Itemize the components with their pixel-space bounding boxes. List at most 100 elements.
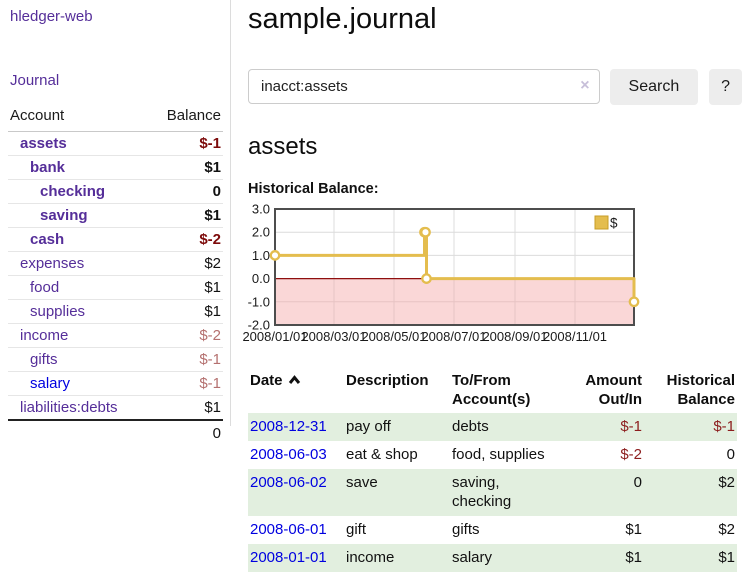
account-link-liabilities-debts[interactable]: liabilities:debts [20, 399, 118, 416]
transaction-date-link[interactable]: 2008-12-31 [250, 418, 327, 435]
account-balance: $1 [149, 275, 223, 300]
register-balance-cell: $2 [718, 521, 735, 538]
transaction-date-link[interactable]: 2008-01-01 [250, 549, 327, 566]
register-date-cell: 2008-06-01 [248, 516, 344, 544]
account-link-bank[interactable]: bank [30, 159, 66, 176]
svg-text:1.0: 1.0 [252, 248, 270, 263]
register-header-accounts: To/From Account(s) [452, 372, 531, 408]
account-balance: $1 [149, 299, 223, 324]
accounts-total-value: 0 [149, 419, 223, 445]
account-balance: $-2 [149, 323, 223, 348]
account-link-assets[interactable]: assets [20, 135, 67, 152]
account-link-supplies[interactable]: supplies [30, 303, 86, 320]
help-button[interactable]: ? [709, 69, 742, 105]
legend-label: $ [610, 216, 618, 231]
register-description-cell: gift [346, 521, 367, 538]
accounts-total-row: 0 [8, 419, 223, 445]
register-accounts-cell: debts [452, 418, 489, 435]
account-name-cell: supplies [8, 299, 150, 324]
account-row: expenses $2 [8, 251, 223, 276]
historical-balance-chart: 3.0 2.0 1.0 0.0 -1.0 -2.02008/01/012008/03/01… [242, 202, 640, 345]
register-description-cell: income [346, 549, 395, 566]
account-link-income[interactable]: income [20, 327, 69, 344]
register-amount-cell: $-2 [620, 446, 642, 463]
account-balance: $-1 [149, 131, 223, 156]
register-accounts-cell: saving, checking [452, 474, 512, 510]
account-name-cell: assets [8, 131, 150, 156]
svg-text:0.0: 0.0 [252, 271, 270, 286]
register-row: 2008-06-01 gift gifts $1 $2 [248, 516, 737, 544]
account-name-cell: checking [8, 179, 150, 204]
clear-search-icon[interactable]: × [580, 77, 590, 94]
search-input[interactable] [248, 69, 600, 104]
accounts-table-header: Account Balance [8, 103, 223, 132]
search-button[interactable]: Search [609, 69, 699, 105]
account-row: liabilities:debts $1 [8, 395, 223, 421]
account-name-cell: saving [8, 203, 150, 228]
chart-data-markers [269, 226, 640, 308]
search-box: × [248, 69, 600, 105]
main-content: sample.journal × Search ? assets Histori… [242, 0, 742, 572]
account-row: bank $1 [8, 155, 223, 180]
register-amount-cell: $-1 [620, 418, 642, 435]
account-balance: $1 [149, 203, 223, 228]
svg-text:2008/09/01: 2008/09/01 [482, 329, 547, 344]
account-name-cell: bank [8, 155, 150, 180]
sort-ascending-icon [288, 371, 301, 390]
accounts-table-body: assets $-1 bank $1 checking 0 saving $1 cash $-2 e… [8, 131, 223, 421]
transaction-date-link[interactable]: 2008-06-01 [250, 521, 327, 538]
svg-text:2008/07/01: 2008/07/01 [421, 329, 486, 344]
sidebar: hledger-web Journal Account Balance asse… [0, 0, 231, 445]
sidebar-item-journal[interactable]: Journal [10, 72, 60, 89]
account-link-salary[interactable]: salary [30, 375, 71, 392]
register-row: 2008-01-01 income salary $1 $1 [248, 544, 737, 572]
register-row: 2008-06-03 eat & shop food, supplies $-2 0 [248, 441, 737, 469]
register-description-cell: pay off [346, 418, 391, 435]
register-accounts-cell: salary [452, 549, 493, 566]
svg-text:2008/03/01: 2008/03/01 [301, 329, 366, 344]
register-balance-cell: $1 [718, 549, 735, 566]
account-balance: $-1 [149, 371, 223, 396]
account-heading: assets [248, 133, 318, 160]
transaction-date-link[interactable]: 2008-06-02 [250, 474, 327, 491]
chart-axis-labels: 3.0 2.0 1.0 0.0 -1.0 -2.02008/01/012008/03/01… [242, 202, 607, 345]
account-link-food[interactable]: food [30, 279, 60, 296]
account-link-checking[interactable]: checking [40, 183, 106, 200]
account-name-cell: income [8, 323, 150, 348]
account-balance: $1 [149, 395, 223, 421]
register-header-date[interactable]: Date [248, 369, 344, 413]
app-brand-link[interactable]: hledger-web [10, 8, 93, 25]
svg-text:2008/01/01: 2008/01/01 [242, 329, 307, 344]
account-row: assets $-1 [8, 131, 223, 156]
account-balance: $-2 [149, 227, 223, 252]
account-name-cell: cash [8, 227, 150, 252]
account-row: gifts $-1 [8, 347, 223, 372]
register-table-body: 2008-12-31 pay off debts $-1 $-1 2008-06-03 ea… [248, 413, 737, 572]
svg-text:2008/11/01: 2008/11/01 [543, 329, 607, 344]
svg-text:-2.0: -2.0 [248, 318, 270, 333]
register-date-cell: 2008-12-31 [248, 413, 344, 441]
register-amount-cell: $1 [625, 521, 642, 538]
accounts-total-spacer [8, 419, 150, 445]
account-balance: $1 [149, 155, 223, 180]
register-date-cell: 2008-06-02 [248, 469, 344, 516]
account-link-expenses[interactable]: expenses [20, 255, 85, 272]
account-link-cash[interactable]: cash [30, 231, 65, 248]
account-row: checking 0 [8, 179, 223, 204]
account-name-cell: salary [8, 371, 150, 396]
register-header-amount: Amount Out/In [585, 372, 642, 408]
register-accounts-cell: gifts [452, 521, 480, 538]
chart-wrap: 3.0 2.0 1.0 0.0 -1.0 -2.0 2008/01/01 2008/03/01… [240, 202, 742, 353]
account-row: saving $1 [8, 203, 223, 228]
chart-heading: Historical Balance: [248, 181, 379, 197]
account-link-gifts[interactable]: gifts [30, 351, 58, 368]
accounts-header-account: Account [8, 103, 150, 132]
accounts-header-balance: Balance [149, 103, 223, 132]
transaction-date-link[interactable]: 2008-06-03 [250, 446, 327, 463]
chart-negative-region [275, 278, 634, 325]
chart-plot-border [274, 208, 635, 326]
register-header-row: Date Description To/From Account(s) Amou… [248, 369, 737, 413]
register-balance-cell: 0 [726, 446, 735, 463]
register-row: 2008-06-02 save saving, checking 0 $2 [248, 469, 737, 516]
account-link-saving[interactable]: saving [40, 207, 88, 224]
